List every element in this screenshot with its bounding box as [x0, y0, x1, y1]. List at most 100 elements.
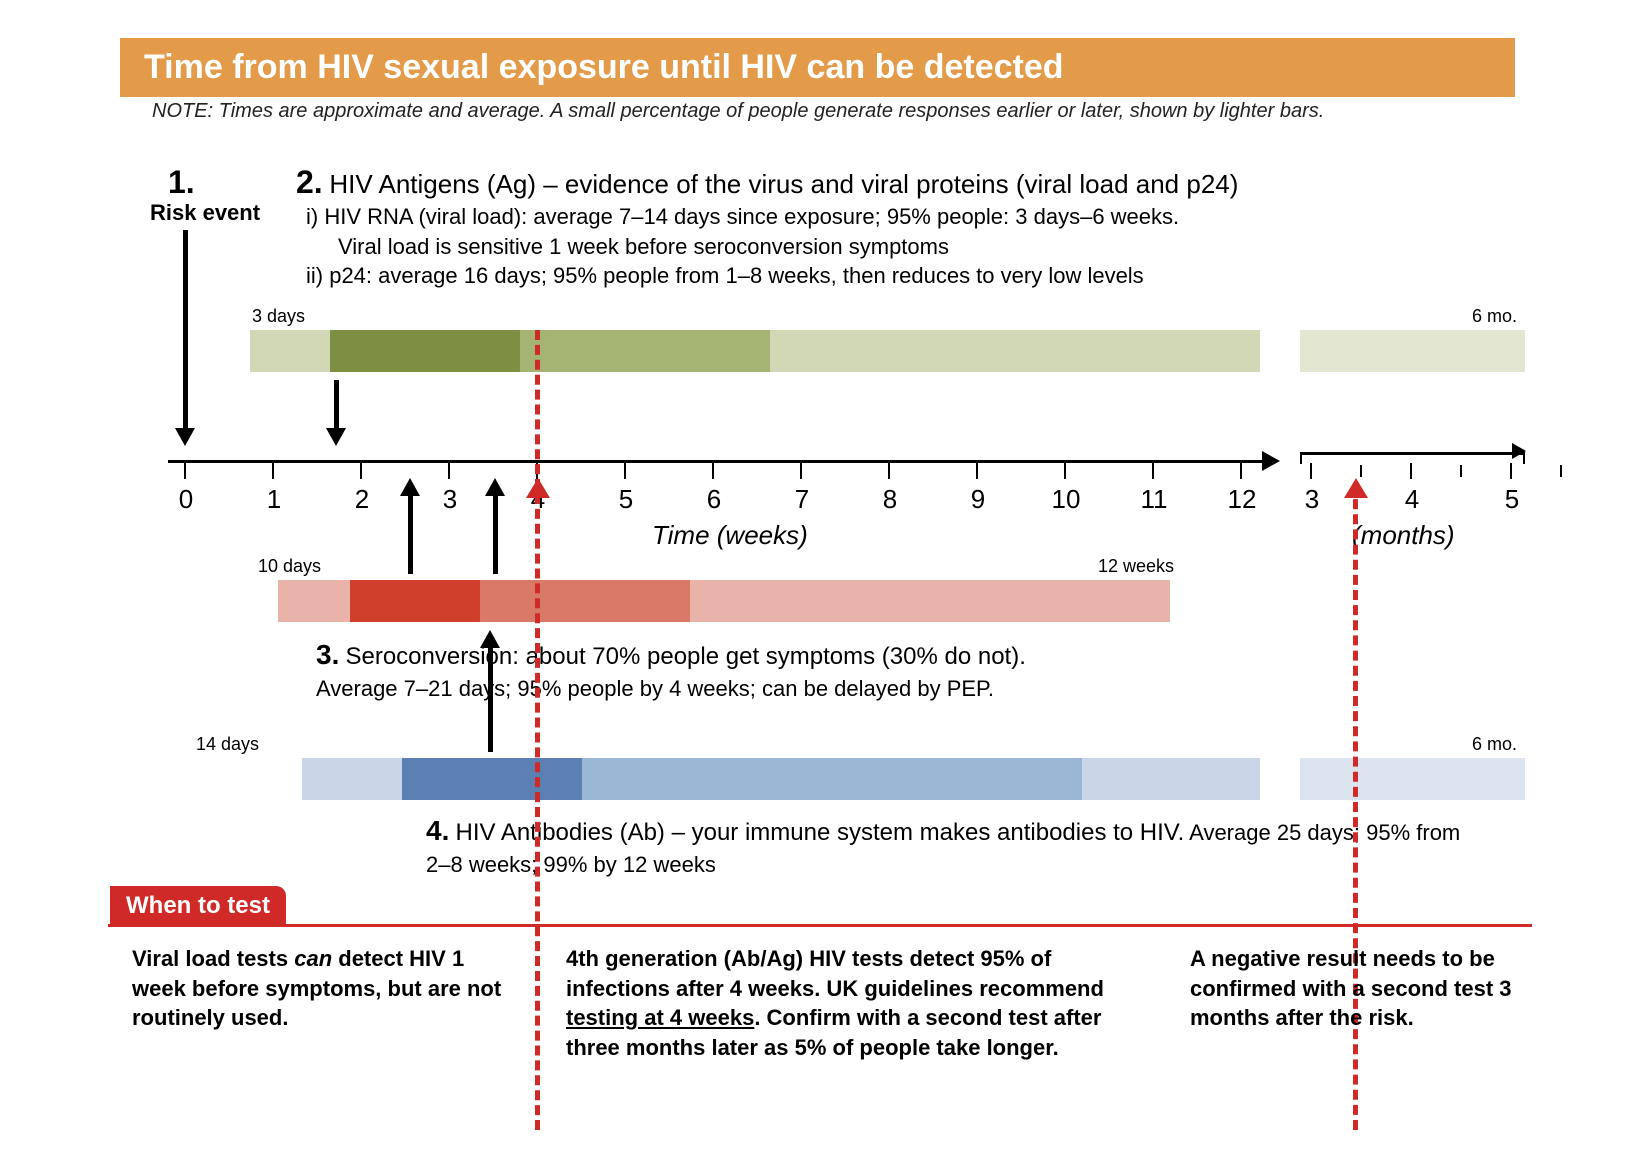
week-tick	[360, 463, 362, 479]
section-3-text: 3. Seroconversion: about 70% people get …	[316, 636, 1316, 703]
page-title: Time from HIV sexual exposure until HIV …	[144, 48, 1064, 86]
week-tick	[272, 463, 274, 479]
xlabel-weeks: Time (weeks)	[652, 520, 808, 550]
week-tick-label: 7	[782, 484, 822, 515]
advice-3: A negative result needs to be confirmed …	[1190, 944, 1520, 1033]
risk-event-label: Risk event	[150, 200, 260, 225]
week-tick-label: 0	[166, 484, 206, 515]
month-half-tick	[1360, 465, 1362, 477]
section-2-title: HIV Antigens (Ag) – evidence of the viru…	[329, 169, 1238, 199]
blue-right-label: 6 mo.	[1472, 734, 1517, 755]
blue-bars-seg	[402, 758, 582, 800]
week-tick-label: 9	[958, 484, 998, 515]
week-tick	[800, 463, 802, 479]
blue-arrow-head	[480, 630, 500, 648]
red-bars-seg	[350, 580, 480, 622]
four-week-marker	[535, 330, 540, 1130]
week-tick-label: 3	[430, 484, 470, 515]
red-arrow1-shaft	[408, 496, 413, 574]
risk-arrow-head	[175, 428, 195, 446]
green-right-label: 6 mo.	[1472, 306, 1517, 327]
week-tick	[1064, 463, 1066, 479]
week-tick	[1240, 463, 1242, 479]
week-tick-label: 1	[254, 484, 294, 515]
risk-arrow-shaft	[183, 230, 188, 430]
section-3-sub: Average 7–21 days; 95% people by 4 weeks…	[316, 676, 994, 701]
axis-months-arrow	[1512, 443, 1526, 459]
week-tick	[888, 463, 890, 479]
week-tick	[184, 463, 186, 479]
title-bar: Time from HIV sexual exposure until HIV …	[120, 38, 1515, 97]
month-tick-label: 3	[1292, 484, 1332, 515]
week-tick	[712, 463, 714, 479]
section-4-title: HIV Antibodies (Ab) – your immune system…	[455, 819, 1184, 846]
section-1-label: Risk event	[150, 200, 260, 226]
week-tick-label: 5	[606, 484, 646, 515]
red-bars-seg	[278, 580, 350, 622]
when-to-test-tab: When to test	[110, 886, 286, 926]
section-3-title: Seroconversion: about 70% people get sym…	[345, 643, 1025, 670]
week-tick	[1152, 463, 1154, 479]
section-1-header: 1.	[168, 164, 195, 201]
section-1-num: 1.	[168, 164, 195, 200]
axis-label-months: (months)	[1352, 518, 1455, 553]
red-bars-seg	[690, 580, 1170, 622]
green-bars-seg	[770, 330, 1260, 372]
note-content: NOTE: Times are approximate and average.…	[152, 100, 1324, 122]
green-bars-seg	[330, 330, 520, 372]
blue-bars-seg	[1300, 758, 1525, 800]
note-text: NOTE: Times are approximate and average.…	[152, 100, 1324, 123]
section-4-num: 4.	[426, 815, 449, 846]
week-tick-label: 10	[1046, 484, 1086, 515]
red-bars-seg	[480, 580, 690, 622]
green-bars-seg	[250, 330, 330, 372]
section-2-header: 2. HIV Antigens (Ag) – evidence of the v…	[296, 164, 1546, 201]
green-arrow-head	[326, 428, 346, 446]
axis-months-bracket	[1300, 452, 1525, 464]
red-arrow1-head	[400, 478, 420, 496]
month-tick-label: 4	[1392, 484, 1432, 515]
axis-label-weeks: Time (weeks)	[652, 518, 808, 553]
week-tick	[624, 463, 626, 479]
advice-2: 4th generation (Ab/Ag) HIV tests detect …	[566, 944, 1126, 1063]
green-left-label: 3 days	[252, 306, 305, 327]
section-4-text: 4. HIV Antibodies (Ab) – your immune sys…	[426, 812, 1476, 879]
month-half-tick	[1560, 465, 1562, 477]
section-2-line-i: i) HIV RNA (viral load): average 7–14 da…	[306, 202, 1506, 291]
s2-line-i-a: i) HIV RNA (viral load): average 7–14 da…	[306, 204, 1179, 229]
when-to-test-rule	[108, 924, 1532, 927]
red-right-label: 12 weeks	[1098, 556, 1174, 577]
month-half-tick	[1460, 465, 1462, 477]
blue-left-label: 14 days	[196, 734, 259, 755]
green-arrow-shaft	[334, 380, 339, 430]
red-arrow2-head	[485, 478, 505, 496]
blue-arrow-shaft	[488, 648, 493, 752]
week-tick	[976, 463, 978, 479]
month-tick	[1410, 463, 1412, 479]
s2-line-i-b: Viral load is sensitive 1 week before se…	[306, 234, 949, 259]
xlabel-months: (months)	[1352, 520, 1455, 550]
blue-bars-seg	[302, 758, 402, 800]
week-tick-label: 11	[1134, 484, 1174, 515]
week-tick	[448, 463, 450, 479]
three-month-marker	[1353, 484, 1358, 1130]
when-to-test-label: When to test	[126, 892, 270, 919]
section-3-num: 3.	[316, 639, 339, 670]
axis-weeks	[168, 460, 1264, 463]
axis-weeks-arrow	[1262, 451, 1280, 471]
blue-bars-seg	[582, 758, 1082, 800]
month-tick	[1510, 463, 1512, 479]
blue-bars-seg	[1082, 758, 1260, 800]
red-left-label: 10 days	[258, 556, 321, 577]
week-tick-label: 6	[694, 484, 734, 515]
week-tick-label: 8	[870, 484, 910, 515]
three-month-marker-head	[1344, 478, 1368, 498]
green-bars-seg	[1300, 330, 1525, 372]
month-tick-label: 5	[1492, 484, 1532, 515]
week-tick-label: 2	[342, 484, 382, 515]
s2-line-ii: ii) p24: average 16 days; 95% people fro…	[306, 263, 1144, 288]
four-week-marker-head	[526, 478, 550, 498]
section-2-num: 2.	[296, 164, 323, 200]
red-arrow2-shaft	[493, 496, 498, 574]
advice-1: Viral load tests can detect HIV 1 week b…	[132, 944, 512, 1033]
